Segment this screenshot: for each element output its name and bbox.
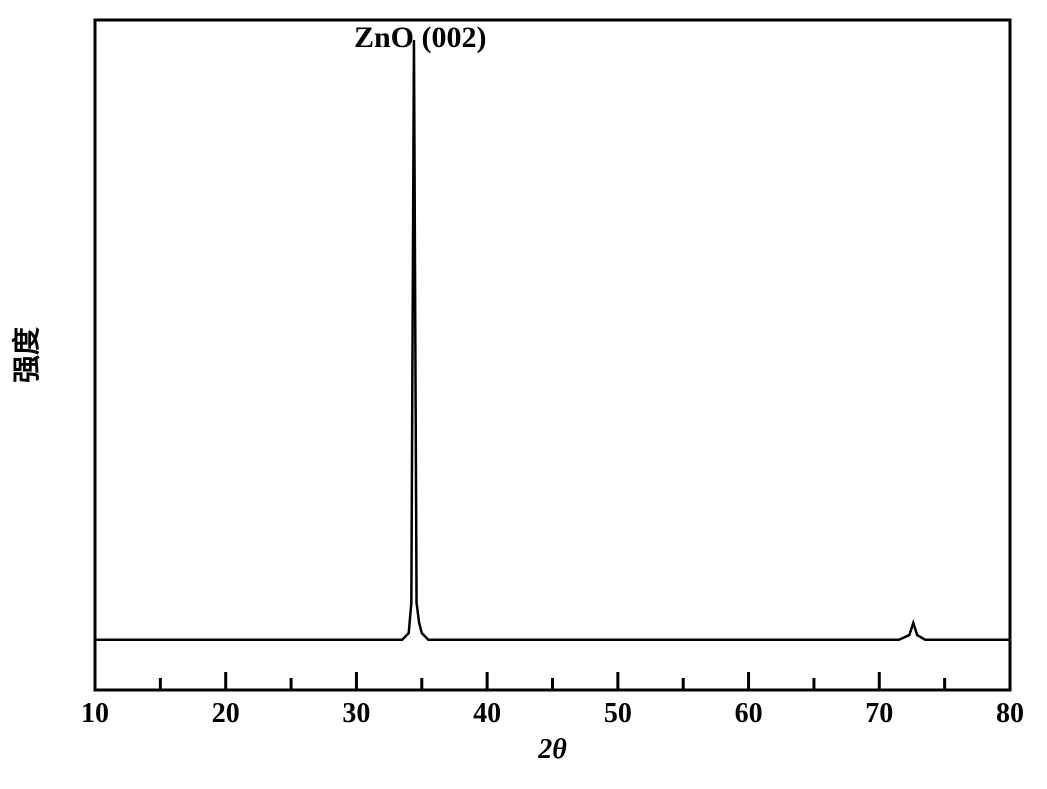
y-axis-label: 强度 xyxy=(5,327,45,383)
xrd-chart: 强度 2θ ZnO (002) 10 20 30 40 50 60 70 80 xyxy=(0,0,1047,789)
x-tick-label: 70 xyxy=(865,698,893,730)
x-axis-label: 2θ xyxy=(538,734,567,766)
x-tick-label: 20 xyxy=(212,698,240,730)
x-tick-label: 60 xyxy=(735,698,763,730)
x-tick-label: 40 xyxy=(473,698,501,730)
x-tick-label: 80 xyxy=(996,698,1024,730)
chart-svg xyxy=(0,0,1047,789)
peak-label: ZnO (002) xyxy=(354,21,487,55)
x-tick-label: 50 xyxy=(604,698,632,730)
x-tick-label: 10 xyxy=(81,698,109,730)
x-tick-label: 30 xyxy=(342,698,370,730)
